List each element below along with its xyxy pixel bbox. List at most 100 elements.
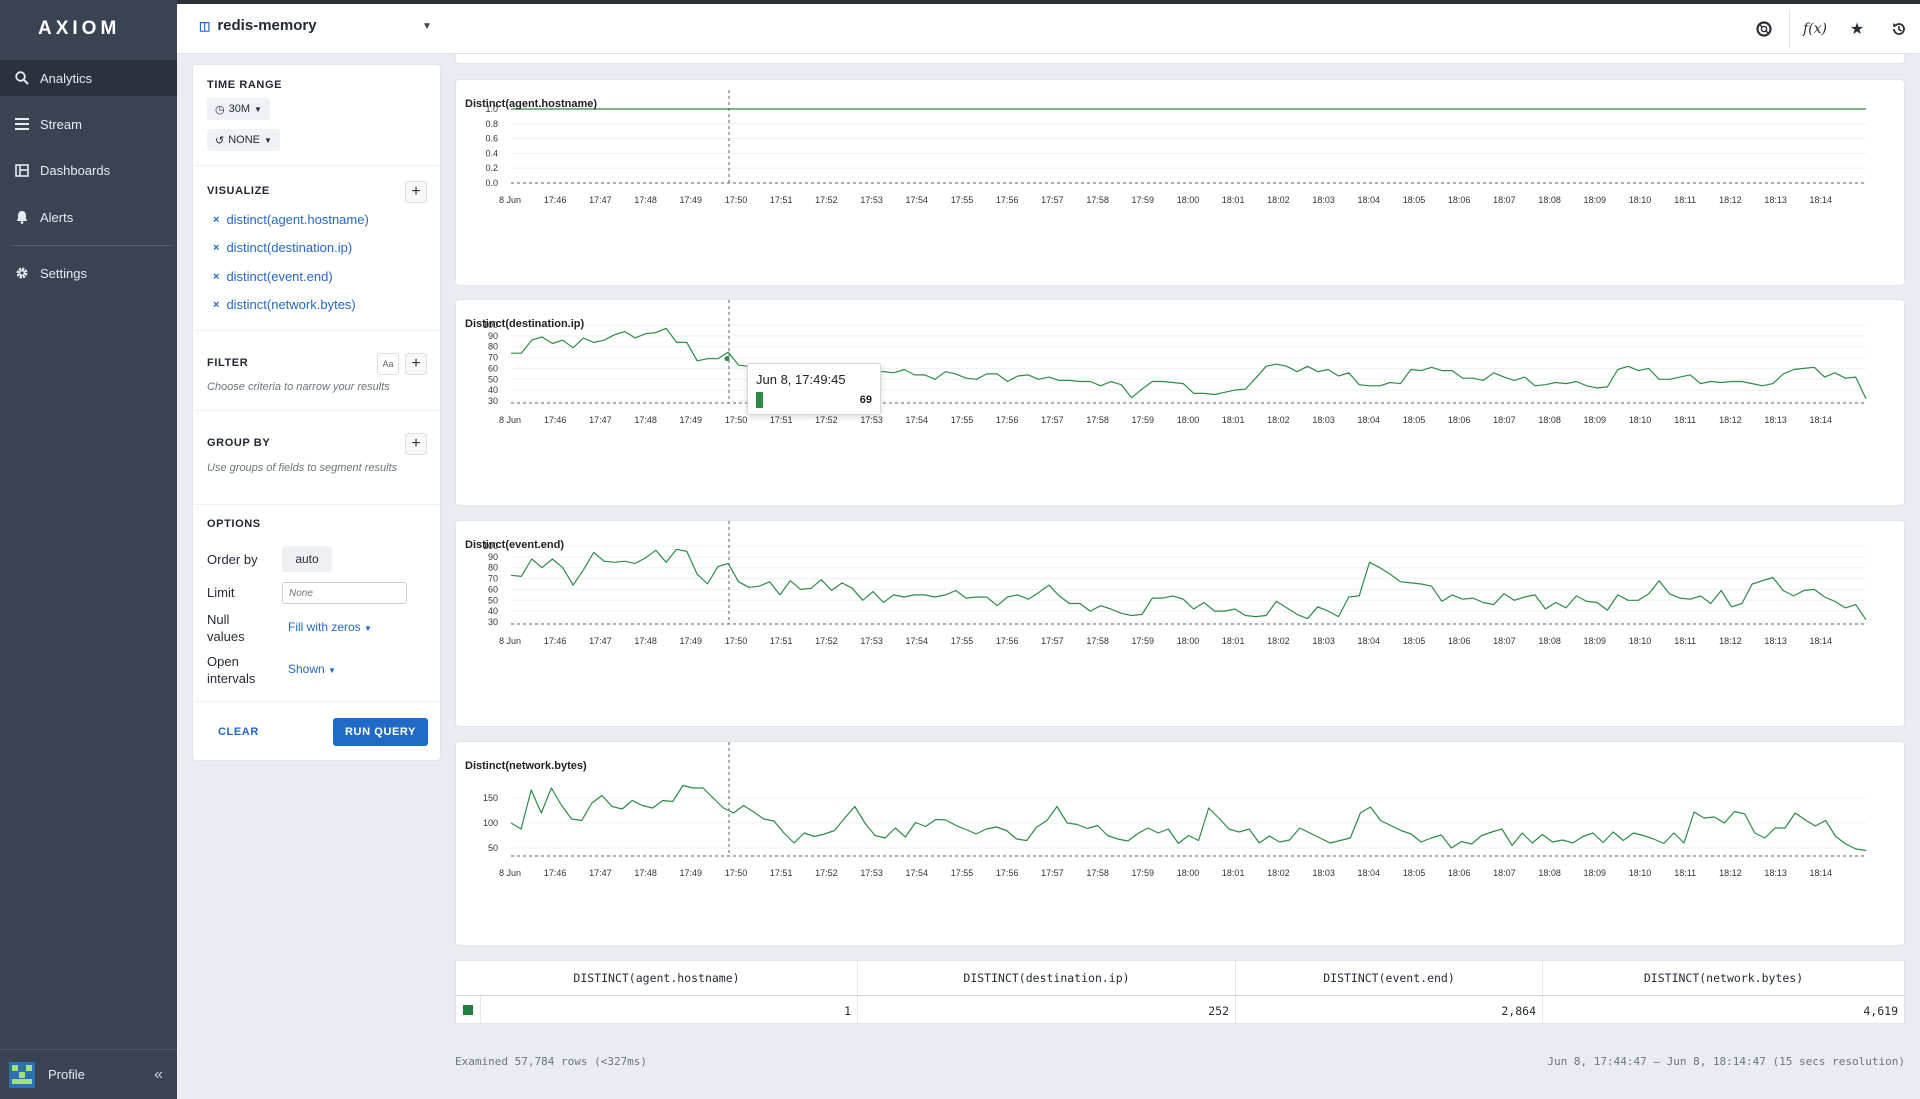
avatar bbox=[9, 1061, 35, 1088]
visualize-item[interactable]: × distinct(agent.hostname) bbox=[213, 212, 369, 227]
x-tick-label: 17:49 bbox=[680, 415, 703, 425]
null-values-value: Fill with zeros bbox=[288, 620, 361, 634]
sidebar-item-alerts[interactable]: Alerts bbox=[0, 199, 177, 235]
x-tick-label: 18:00 bbox=[1177, 415, 1200, 425]
chart-card-destination-ip: 100 90 80 70 60 50 40 30 8 Jun 17:46 17:47 17:48 17:… bbox=[455, 299, 1905, 506]
x-tick-label: 17:56 bbox=[996, 415, 1019, 425]
x-tick-label: 18:02 bbox=[1267, 195, 1290, 205]
order-by-select[interactable]: auto bbox=[282, 546, 332, 572]
visualize-item[interactable]: × distinct(network.bytes) bbox=[213, 297, 356, 312]
run-query-button[interactable]: RUN QUERY bbox=[333, 718, 428, 746]
remove-icon[interactable]: × bbox=[213, 270, 220, 283]
sidebar-item-analytics[interactable]: Analytics bbox=[0, 60, 177, 96]
sidebar: AXIOM Analytics Stream Dashboards Alerts… bbox=[0, 0, 177, 1099]
x-tick-label: 17:58 bbox=[1086, 868, 1109, 878]
visualize-item[interactable]: × distinct(event.end) bbox=[213, 269, 333, 284]
null-values-dropdown[interactable]: Fill with zeros ▼ bbox=[288, 620, 372, 634]
chart-svg[interactable]: 150 100 50 8 Jun 17:46 17:47 17:48 17:49 17:50 17… bbox=[456, 742, 1906, 947]
x-tick-label: 17:49 bbox=[680, 195, 703, 205]
series-line bbox=[510, 784, 1867, 852]
x-tick-label: 18:03 bbox=[1312, 868, 1335, 878]
x-tick-label: 18:08 bbox=[1538, 415, 1561, 425]
clear-button[interactable]: CLEAR bbox=[218, 726, 259, 738]
x-tick-label: 18:12 bbox=[1719, 195, 1742, 205]
x-tick-label: 17:56 bbox=[996, 636, 1019, 646]
table-header[interactable]: DISTINCT(event.end) bbox=[1236, 961, 1543, 995]
x-tick-label: 18:07 bbox=[1493, 415, 1516, 425]
x-tick-label: 18:08 bbox=[1538, 868, 1561, 878]
x-tick-label: 18:13 bbox=[1764, 868, 1787, 878]
chart-title: Distinct(network.bytes) bbox=[465, 760, 587, 772]
chart-card-network-bytes: 150 100 50 8 Jun 17:46 17:47 17:48 17:49 17:50 17… bbox=[455, 741, 1905, 946]
x-tick-label: 17:46 bbox=[544, 636, 567, 646]
time-range-title: TIME RANGE bbox=[207, 79, 283, 91]
case-sensitivity-toggle[interactable]: Aa bbox=[377, 353, 399, 375]
series-line bbox=[510, 548, 1867, 621]
function-icon[interactable]: f(x) bbox=[1802, 21, 1827, 37]
null-values-label: Null values bbox=[207, 612, 245, 644]
star-icon[interactable]: ★ bbox=[1849, 21, 1865, 38]
x-tick-label: 18:14 bbox=[1810, 415, 1833, 425]
limit-input[interactable] bbox=[282, 582, 407, 604]
x-tick-label: 18:09 bbox=[1584, 868, 1607, 878]
history-icon[interactable] bbox=[1878, 4, 1920, 54]
x-tick-label: 18:00 bbox=[1177, 195, 1200, 205]
add-filter-button[interactable]: + bbox=[405, 353, 427, 375]
x-tick-label: 17:55 bbox=[951, 195, 974, 205]
remove-icon[interactable]: × bbox=[213, 241, 220, 254]
chevron-down-icon[interactable]: ▼ bbox=[422, 21, 432, 32]
collapse-sidebar-icon[interactable]: « bbox=[154, 1065, 163, 1083]
time-range-dropdown[interactable]: ◷ 30M ▼ bbox=[207, 98, 270, 120]
remove-icon[interactable]: × bbox=[213, 298, 220, 311]
visualize-item[interactable]: × distinct(destination.ip) bbox=[213, 240, 352, 255]
help-icon[interactable] bbox=[1743, 4, 1785, 54]
add-group-by-button[interactable]: + bbox=[405, 433, 427, 455]
caret-down-icon: ▼ bbox=[254, 104, 262, 114]
x-tick-label: 18:08 bbox=[1538, 195, 1561, 205]
x-tick-label: 17:59 bbox=[1132, 868, 1155, 878]
x-tick-label: 18:05 bbox=[1403, 195, 1426, 205]
x-tick-label: 17:58 bbox=[1086, 195, 1109, 205]
x-tick-label: 18:11 bbox=[1674, 636, 1696, 646]
x-tick-label: 17:56 bbox=[996, 195, 1019, 205]
x-tick-label: 18:08 bbox=[1538, 636, 1561, 646]
x-tick-label: 18:03 bbox=[1312, 636, 1335, 646]
sidebar-item-stream[interactable]: Stream bbox=[0, 106, 177, 142]
open-intervals-dropdown[interactable]: Shown ▼ bbox=[288, 662, 336, 676]
add-visualization-button[interactable]: + bbox=[405, 181, 427, 203]
table-header[interactable]: DISTINCT(agent.hostname) bbox=[456, 961, 858, 995]
table-header[interactable]: DISTINCT(destination.ip) bbox=[858, 961, 1236, 995]
compare-dropdown[interactable]: ↺ NONE ▼ bbox=[207, 129, 280, 151]
x-tick-label: 18:09 bbox=[1584, 415, 1607, 425]
table-header[interactable]: DISTINCT(network.bytes) bbox=[1643, 971, 1804, 985]
row-color-swatch bbox=[463, 1005, 473, 1015]
y-tick-label: 90 bbox=[488, 552, 498, 562]
x-tick-label: 17:52 bbox=[815, 195, 838, 205]
caret-down-icon: ▼ bbox=[264, 135, 272, 145]
sidebar-item-settings[interactable]: Settings bbox=[0, 255, 177, 291]
x-tick-label: 17:47 bbox=[589, 195, 612, 205]
sidebar-item-label: Analytics bbox=[40, 70, 93, 86]
profile-section[interactable]: Profile « bbox=[0, 1049, 177, 1099]
x-tick-label: 18:00 bbox=[1177, 868, 1200, 878]
x-tick-label: 18:01 bbox=[1222, 636, 1245, 646]
tooltip-series-swatch bbox=[756, 392, 763, 408]
x-tick-label: 18:04 bbox=[1358, 195, 1381, 205]
y-tick-label: 100 bbox=[483, 818, 498, 828]
x-tick-label: 18:01 bbox=[1222, 415, 1245, 425]
x-tick-label: 17:54 bbox=[906, 868, 929, 878]
remove-icon[interactable]: × bbox=[213, 213, 220, 226]
sidebar-item-dashboards[interactable]: Dashboards bbox=[0, 152, 177, 188]
x-tick-label: 18:02 bbox=[1267, 868, 1290, 878]
x-tick-label: 17:48 bbox=[634, 195, 657, 205]
chart-svg[interactable]: 1.0 0.8 0.6 0.4 0.2 0.08 Jun 17:46 17:47 17:48 17… bbox=[456, 80, 1906, 287]
x-tick-label: 18:02 bbox=[1267, 636, 1290, 646]
dataset-selector[interactable]: ◫ redis-memory bbox=[199, 17, 317, 34]
time-range-value: 30M bbox=[228, 103, 251, 115]
x-tick-label: 17:50 bbox=[725, 415, 748, 425]
clock-icon: ◷ bbox=[215, 103, 225, 116]
limit-label: Limit bbox=[207, 585, 235, 600]
y-tick-label: 0.0 bbox=[485, 178, 498, 188]
